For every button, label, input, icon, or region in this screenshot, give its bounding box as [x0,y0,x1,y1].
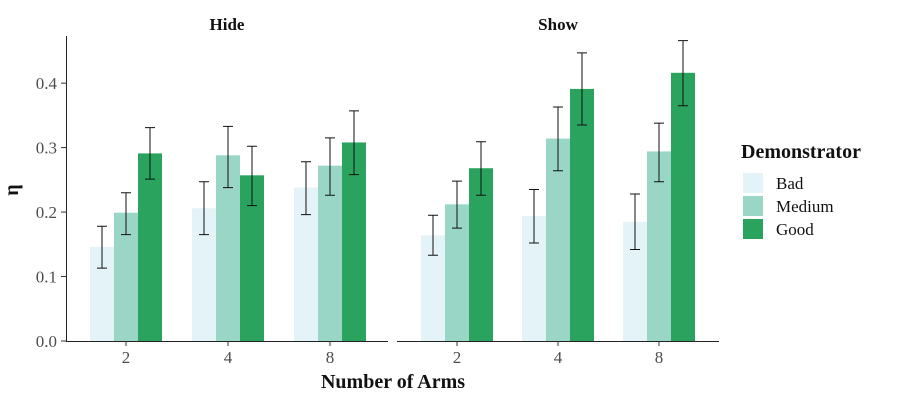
y-tick-label: 0.4 [36,74,58,93]
legend-label-medium: Medium [776,197,834,216]
legend-swatch-medium [743,196,763,216]
x-tick-label: 2 [122,348,131,367]
error-bar [223,125,233,189]
y-tick-label: 0.1 [36,268,57,287]
facet-show: Show 2 4 8 [397,15,719,367]
error-bar [199,181,209,236]
legend-swatch-good [743,219,763,239]
error-bar [529,189,539,244]
legend: Demonstrator Bad Medium Good [741,141,861,239]
legend-swatch-bad [743,173,763,193]
y-axis-title: η [1,184,23,195]
error-bar [97,225,107,269]
error-bar [476,141,486,196]
legend-entries: Bad Medium Good [743,173,834,239]
y-axis: 0.0 0.1 0.2 0.3 0.4 [36,36,67,351]
x-tick-label: 8 [326,348,335,367]
bar-show-good-4 [570,88,594,342]
error-bar [301,161,311,216]
bar-show-good-2 [469,168,493,341]
facet-title: Hide [210,15,245,34]
legend-label-bad: Bad [776,174,804,193]
error-bar [630,193,640,250]
x-tick-label: 8 [655,348,664,367]
error-bar [654,122,664,183]
y-tick-label: 0.2 [36,203,57,222]
facet-hide: Hide 2 4 8 [66,15,388,367]
error-bar [678,40,688,107]
error-bar [349,110,359,176]
legend-label-good: Good [776,220,814,239]
legend-title: Demonstrator [741,141,861,163]
x-tick-label: 2 [453,348,462,367]
error-bar [553,106,563,172]
x-tick-label: 4 [224,348,233,367]
bar-show-medium-4 [546,138,570,341]
y-tick-label: 0.0 [36,332,57,351]
bar-show-good-8 [671,72,695,341]
bar-show-medium-8 [647,151,671,341]
facets: Hide 2 4 8 Show 2 4 8 0.0 0.1 0.2 0.3 0.4 [36,15,719,367]
error-bar [428,214,438,256]
x-tick-label: 4 [554,348,563,367]
error-bar [325,137,335,196]
error-bar [121,192,131,236]
error-bar [145,127,155,180]
facet-title: Show [538,15,578,34]
x-axis-title: Number of Arms [321,371,465,393]
error-bar [452,180,462,229]
error-bar [247,145,257,207]
error-bar [577,52,587,126]
y-tick-label: 0.3 [36,139,57,158]
bar-hide-good-8 [342,142,366,341]
bar-hide-good-2 [138,153,162,341]
